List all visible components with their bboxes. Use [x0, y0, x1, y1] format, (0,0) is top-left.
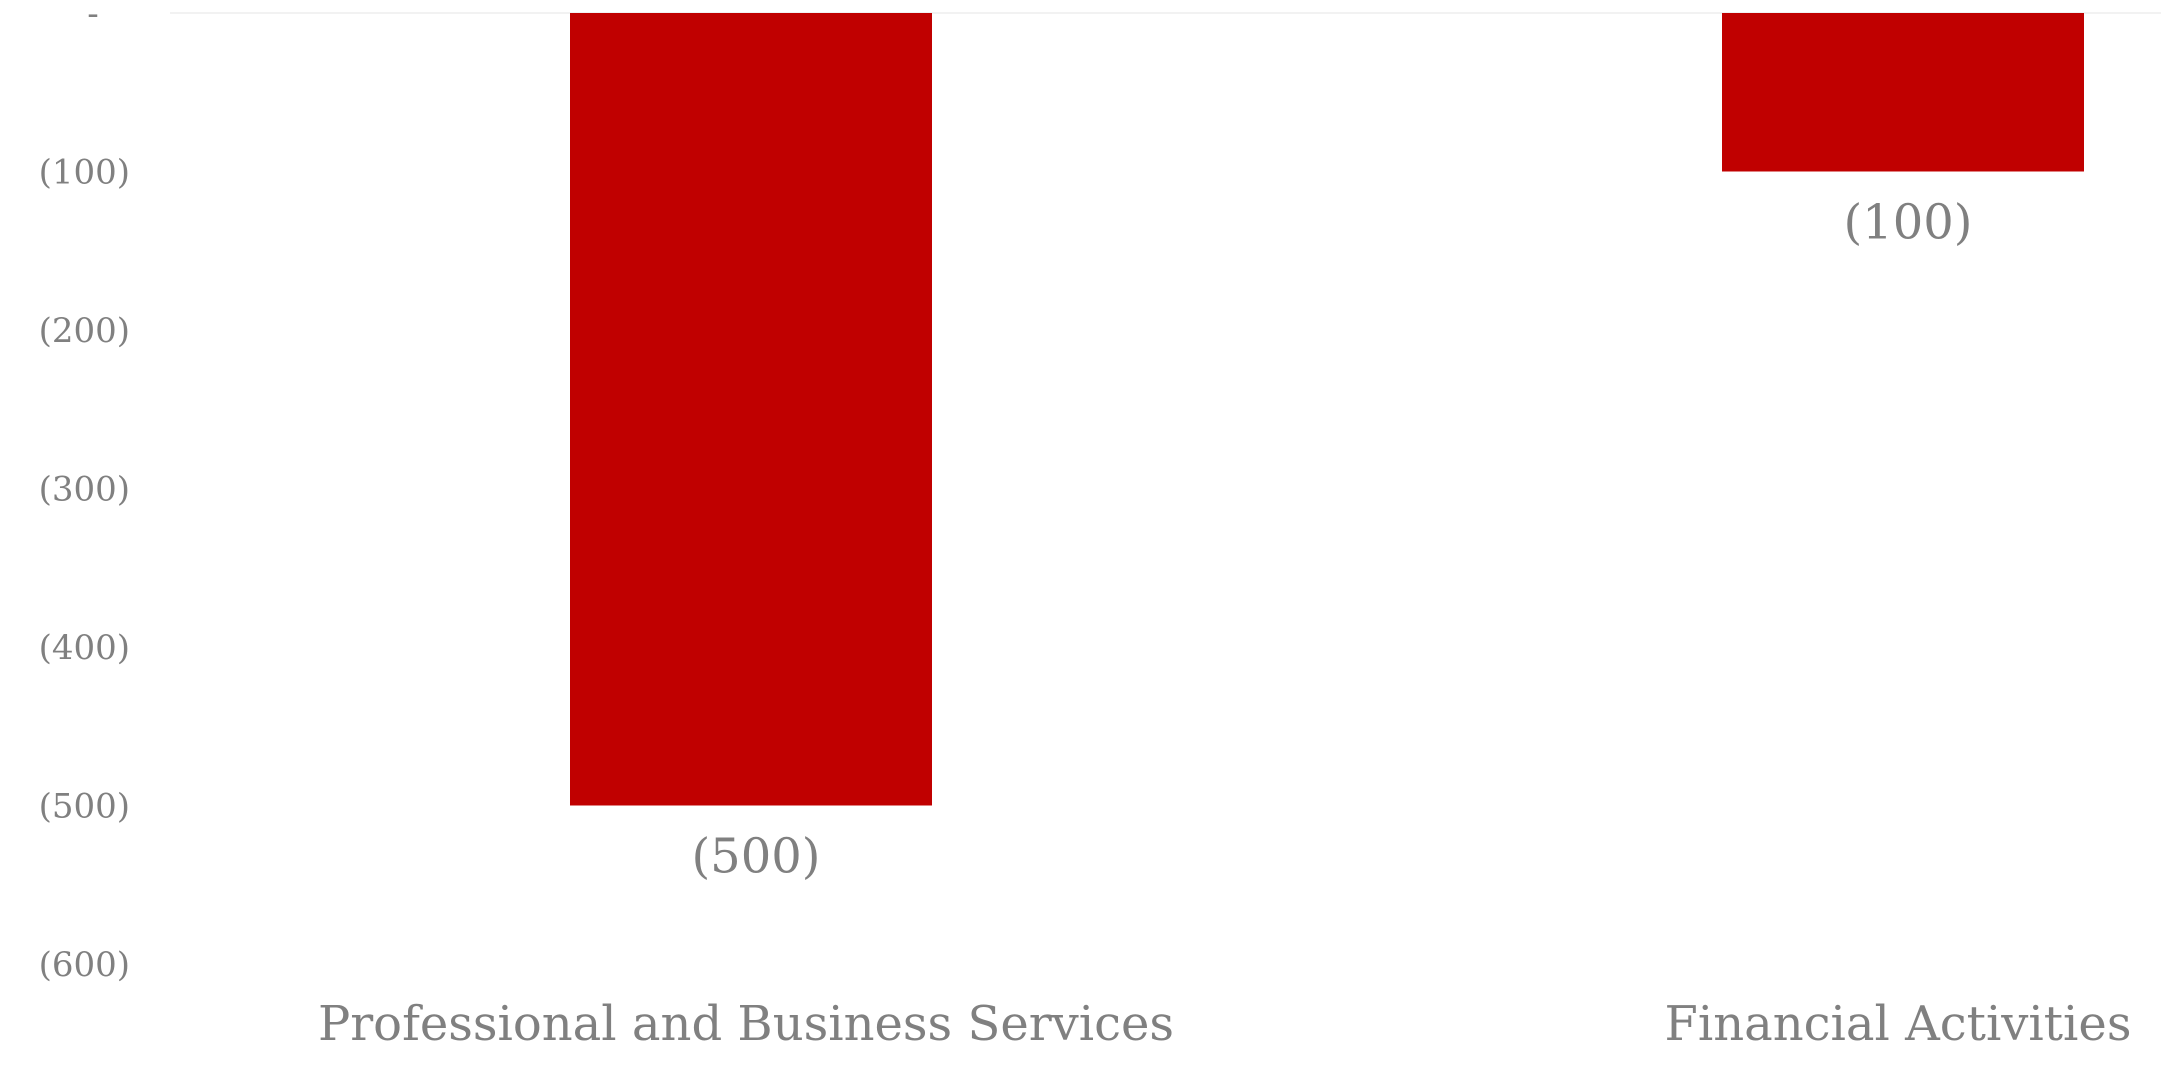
y-tick-label: (100) — [39, 153, 130, 193]
y-tick-label: - — [87, 0, 99, 34]
data-label: (500) — [691, 829, 820, 885]
data-labels: (500) (100) — [691, 195, 1972, 885]
bars — [570, 13, 2084, 806]
bar — [1722, 13, 2084, 172]
y-tick-label: (300) — [39, 470, 130, 510]
y-tick-label: (600) — [39, 945, 130, 985]
x-axis: Professional and Business Services Financ… — [318, 996, 2132, 1052]
data-label: (100) — [1843, 195, 1972, 251]
y-axis: - (100) (200) (300) (400) (500) (600) — [39, 0, 130, 985]
y-tick-label: (200) — [39, 311, 130, 351]
x-category-label: Financial Activities — [1665, 996, 2132, 1052]
x-category-label: Professional and Business Services — [318, 996, 1174, 1052]
y-tick-label: (500) — [39, 787, 130, 827]
y-tick-label: (400) — [39, 628, 130, 668]
bar — [570, 13, 932, 806]
